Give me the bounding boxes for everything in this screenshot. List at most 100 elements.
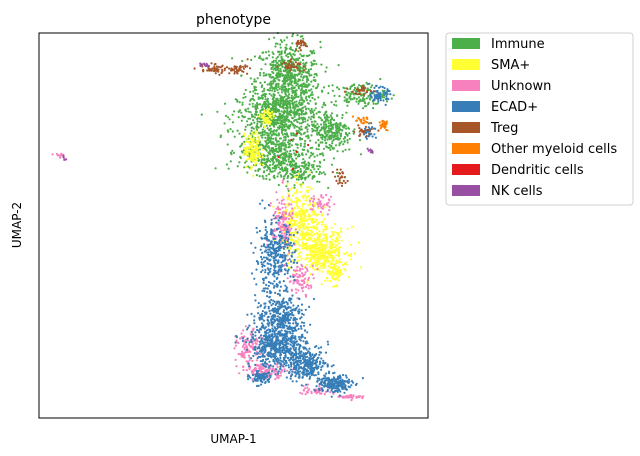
- data-point: [264, 302, 267, 305]
- data-point: [234, 344, 237, 347]
- data-point: [294, 77, 297, 80]
- data-point: [286, 246, 289, 249]
- data-point: [271, 149, 274, 152]
- data-point: [330, 230, 333, 233]
- data-point: [316, 85, 319, 88]
- data-point: [326, 228, 329, 231]
- data-point: [278, 316, 281, 319]
- data-point: [305, 168, 309, 171]
- data-point: [274, 42, 278, 45]
- data-point: [338, 258, 341, 261]
- data-point: [273, 234, 276, 237]
- data-point: [301, 148, 304, 151]
- data-point: [278, 230, 281, 234]
- data-point: [321, 270, 324, 273]
- data-point: [263, 87, 266, 90]
- data-point: [297, 210, 301, 213]
- data-point: [282, 280, 285, 283]
- data-point: [271, 163, 274, 166]
- data-point: [282, 77, 285, 80]
- data-point: [276, 374, 279, 377]
- data-point: [246, 158, 249, 161]
- data-point: [278, 289, 281, 292]
- data-point: [304, 342, 307, 345]
- data-point: [297, 280, 300, 283]
- data-point: [273, 133, 276, 136]
- data-point: [336, 247, 339, 250]
- data-point: [338, 95, 341, 98]
- data-point: [322, 171, 325, 174]
- data-point: [266, 291, 269, 294]
- data-point: [283, 109, 286, 112]
- data-point: [247, 135, 250, 138]
- data-point: [337, 138, 340, 141]
- data-point: [290, 233, 293, 236]
- data-point: [368, 97, 371, 100]
- data-point: [302, 158, 305, 161]
- data-point: [292, 242, 295, 245]
- data-point: [277, 322, 280, 325]
- data-point: [359, 84, 363, 88]
- data-point: [241, 101, 244, 104]
- data-point: [257, 262, 260, 265]
- data-point: [251, 159, 254, 162]
- data-point: [255, 359, 258, 362]
- data-point: [285, 110, 289, 114]
- data-point: [277, 312, 280, 315]
- data-point: [269, 291, 272, 295]
- data-point: [234, 98, 237, 101]
- data-point: [294, 318, 297, 321]
- data-point: [314, 129, 317, 132]
- data-point: [337, 279, 340, 282]
- data-point: [262, 355, 265, 358]
- data-point: [330, 112, 334, 115]
- data-point: [292, 342, 295, 345]
- data-point: [293, 163, 297, 166]
- data-point: [275, 134, 278, 137]
- data-point: [326, 252, 329, 255]
- data-point: [287, 306, 290, 309]
- data-point: [318, 160, 321, 163]
- data-point: [252, 127, 255, 130]
- data-point: [270, 147, 273, 150]
- data-point: [264, 330, 267, 333]
- data-point: [340, 273, 343, 276]
- data-point: [247, 362, 250, 365]
- data-point: [265, 149, 268, 152]
- data-point: [302, 313, 305, 316]
- data-point: [246, 328, 249, 331]
- data-point: [306, 222, 310, 226]
- data-point: [272, 316, 275, 319]
- data-point: [264, 98, 267, 101]
- data-point: [313, 98, 316, 101]
- data-point: [276, 365, 279, 369]
- data-point: [349, 87, 352, 90]
- data-point: [285, 319, 288, 322]
- data-point: [296, 324, 299, 327]
- data-point: [280, 40, 284, 44]
- data-point: [297, 289, 300, 292]
- data-point: [287, 84, 290, 87]
- data-point: [310, 246, 313, 249]
- data-point: [278, 239, 282, 242]
- data-point: [298, 308, 301, 311]
- data-point: [268, 75, 271, 78]
- data-point: [275, 207, 278, 210]
- data-point: [274, 100, 277, 103]
- data-point: [299, 89, 302, 92]
- data-point: [238, 372, 241, 375]
- data-point: [253, 315, 256, 318]
- data-point: [293, 108, 296, 111]
- data-point: [321, 212, 324, 216]
- data-point: [300, 185, 303, 189]
- data-point: [317, 250, 320, 253]
- data-point: [285, 153, 288, 156]
- data-point: [299, 267, 302, 270]
- data-point: [300, 112, 303, 116]
- data-point: [291, 200, 294, 203]
- data-point: [255, 126, 258, 130]
- data-point: [318, 153, 322, 156]
- data-point: [307, 260, 310, 263]
- data-point: [290, 328, 293, 331]
- data-point: [318, 254, 321, 257]
